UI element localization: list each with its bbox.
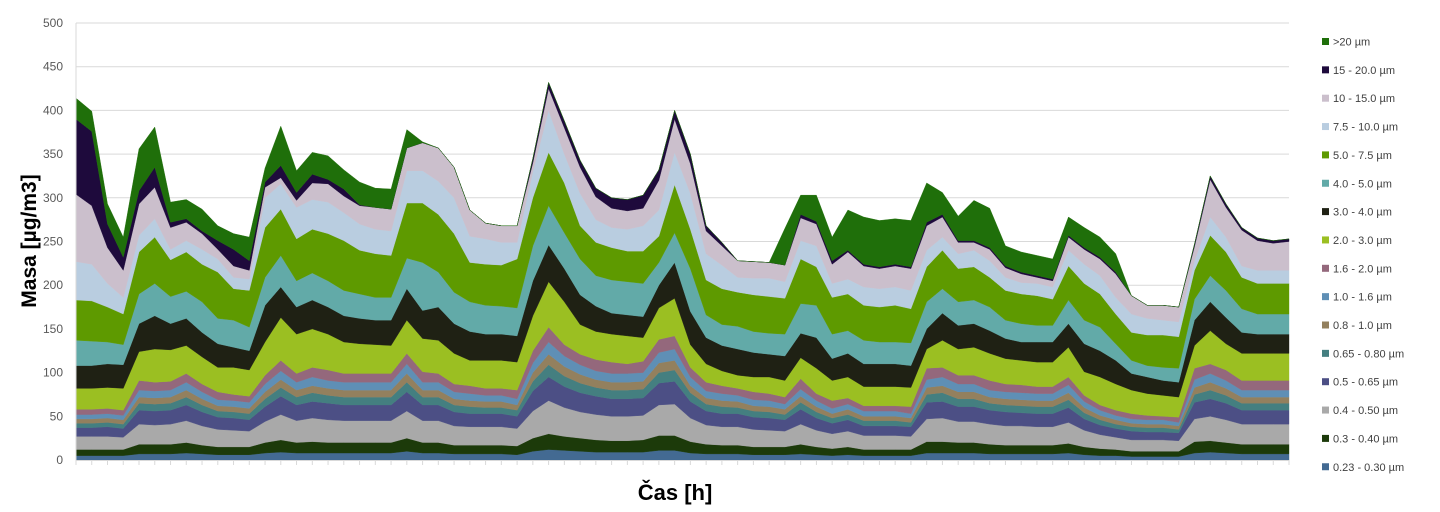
legend-item: 4.0 - 5.0 µm — [1322, 178, 1392, 190]
y-tick-label: 200 — [43, 278, 63, 292]
legend-swatch — [1322, 321, 1329, 329]
legend-swatch — [1322, 151, 1329, 159]
legend-item: 0.8 - 1.0 µm — [1322, 320, 1392, 332]
axes — [75, 23, 1290, 465]
legend-label: 0.23 - 0.30 µm — [1333, 462, 1404, 474]
y-tick-label: 450 — [43, 60, 63, 74]
legend-item: 0.65 - 0.80 µm — [1322, 348, 1404, 360]
legend-item: 0.3 - 0.40 µm — [1322, 433, 1398, 445]
legend-item: 7.5 - 10.0 µm — [1322, 122, 1398, 134]
legend-swatch — [1322, 66, 1329, 74]
y-tick-labels: 0 50 100 150 200 250 300 350 400 450 500 — [43, 16, 63, 467]
legend-swatch — [1322, 264, 1329, 272]
y-tick-label: 0 — [56, 453, 63, 467]
legend-item: >20 µm — [1322, 37, 1370, 49]
area-series — [75, 81, 1290, 461]
legend-label: 0.8 - 1.0 µm — [1333, 320, 1392, 332]
legend-item: 0.5 - 0.65 µm — [1322, 377, 1398, 389]
legend-item: 0.4 - 0.50 µm — [1322, 405, 1398, 417]
legend-label: >20 µm — [1333, 37, 1370, 49]
legend-label: 0.65 - 0.80 µm — [1333, 348, 1404, 360]
legend-swatch — [1322, 38, 1329, 45]
legend-item: 10 - 15.0 µm — [1322, 93, 1395, 105]
legend-item: 0.23 - 0.30 µm — [1322, 462, 1404, 474]
y-tick-label: 500 — [43, 16, 63, 30]
y-tick-label: 250 — [43, 235, 63, 249]
y-tick-label: 150 — [43, 322, 63, 336]
x-axis-title: Čas [h] — [638, 480, 713, 505]
legend-item: 1.6 - 2.0 µm — [1322, 263, 1392, 275]
legend-item: 5.0 - 7.5 µm — [1322, 150, 1392, 162]
y-tick-label: 350 — [43, 147, 63, 161]
legend-label: 7.5 - 10.0 µm — [1333, 122, 1398, 134]
legend-swatch — [1322, 463, 1329, 471]
legend-swatch — [1322, 406, 1329, 414]
legend-swatch — [1322, 434, 1329, 442]
legend-swatch — [1322, 123, 1329, 131]
y-tick-label: 50 — [50, 409, 64, 423]
legend-swatch — [1322, 94, 1329, 102]
legend-label: 15 - 20.0 µm — [1333, 65, 1395, 77]
y-tick-label: 400 — [43, 103, 63, 117]
legend-label: 0.5 - 0.65 µm — [1333, 377, 1398, 389]
legend-item: 2.0 - 3.0 µm — [1322, 235, 1392, 247]
legend-label: 1.0 - 1.6 µm — [1333, 292, 1392, 304]
legend-label: 2.0 - 3.0 µm — [1333, 235, 1392, 247]
legend-swatch — [1322, 236, 1329, 244]
legend-swatch — [1322, 349, 1329, 357]
y-axis-title: Masa [µg/m3] — [18, 174, 41, 307]
legend-swatch — [1322, 208, 1329, 216]
legend-label: 4.0 - 5.0 µm — [1333, 178, 1392, 190]
legend-item: 3.0 - 4.0 µm — [1322, 207, 1392, 219]
legend-label: 5.0 - 7.5 µm — [1333, 150, 1392, 162]
legend-label: 0.4 - 0.50 µm — [1333, 405, 1398, 417]
legend-swatch — [1322, 378, 1329, 386]
legend-item: 1.0 - 1.6 µm — [1322, 292, 1392, 304]
legend-label: 1.6 - 2.0 µm — [1333, 263, 1392, 275]
legend-item: 15 - 20.0 µm — [1322, 65, 1395, 77]
legend-swatch — [1322, 293, 1329, 301]
legend-label: 0.3 - 0.40 µm — [1333, 433, 1398, 445]
y-tick-label: 300 — [43, 191, 63, 205]
area-20-m — [75, 81, 1290, 308]
legend-label: 10 - 15.0 µm — [1333, 93, 1395, 105]
legend: >20 µm 15 - 20.0 µm 10 - 15.0 µm 7.5 - 10.0… — [1322, 37, 1404, 474]
y-tick-label: 100 — [43, 366, 63, 380]
legend-label: 3.0 - 4.0 µm — [1333, 207, 1392, 219]
legend-swatch — [1322, 179, 1329, 187]
